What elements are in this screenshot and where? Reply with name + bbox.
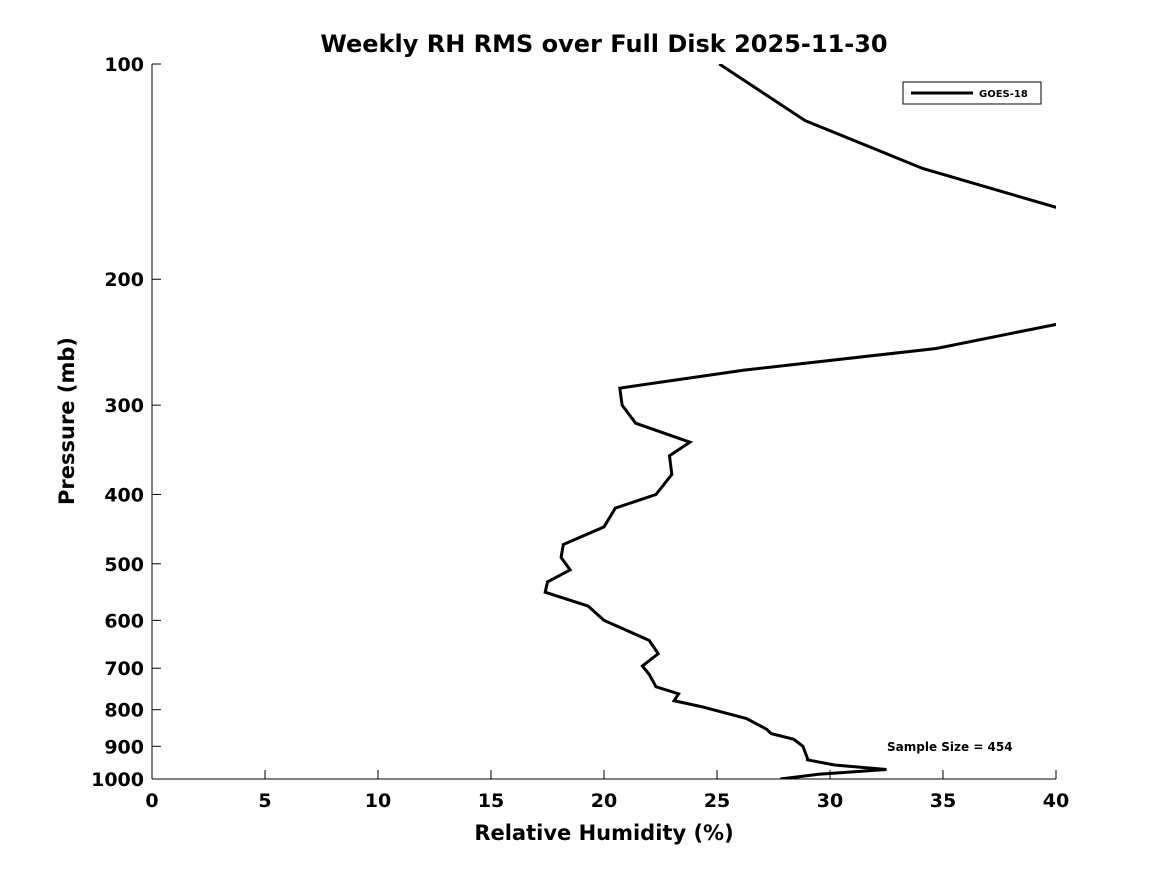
x-axis-label: Relative Humidity (%) [474,821,733,845]
x-tick-label: 20 [591,790,617,812]
y-tick-label: 300 [104,395,144,417]
plot-axes [151,64,1056,780]
x-tick-label: 0 [145,790,158,812]
y-tick-label: 700 [104,658,144,680]
y-tick-label: 600 [104,610,144,632]
y-tick-label: 1000 [91,769,144,791]
y-tick-label: 900 [104,736,144,758]
legend: GOES-18 [902,81,1042,105]
y-tick-label: 800 [104,700,144,722]
y-tick-label: 500 [104,554,144,576]
x-tick-label: 15 [478,790,504,812]
sample-size-annotation: Sample Size = 454 [887,740,1013,754]
x-tick-label: 40 [1043,790,1069,812]
y-tick-label: 400 [104,484,144,506]
y-axis-label: Pressure (mb) [55,337,79,505]
series-group [543,64,1056,779]
series-line-goes-18 [543,64,1056,779]
x-tick-label: 35 [930,790,956,812]
legend-label-goes-18: GOES-18 [979,89,1028,100]
x-tick-label: 10 [365,790,391,812]
x-tick-label: 25 [704,790,730,812]
x-tick-label: 5 [258,790,271,812]
x-tick-label: 30 [817,790,843,812]
y-tick-label: 200 [104,269,144,291]
chart-title: Weekly RH RMS over Full Disk 2025-11-30 [320,30,887,58]
y-tick-label: 100 [104,54,144,76]
y-ticks: 100 200 300 400 500 600 700 800 900 1000 [91,54,161,791]
x-ticks: 0 5 10 15 20 25 30 35 40 [145,770,1069,812]
